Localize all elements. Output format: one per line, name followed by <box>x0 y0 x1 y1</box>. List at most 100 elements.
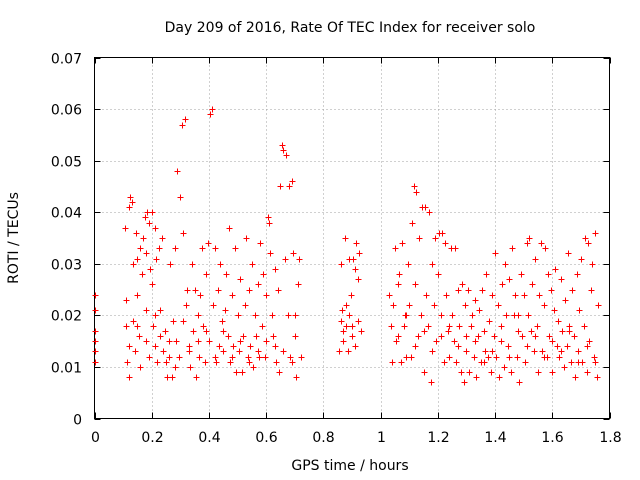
data-point <box>350 256 357 263</box>
data-point <box>279 142 286 149</box>
data-point <box>130 318 137 325</box>
data-point <box>455 343 462 350</box>
x-tick-label: 1.8 <box>599 430 621 446</box>
y-tick-label: 0.02 <box>51 309 82 325</box>
data-point <box>199 245 206 252</box>
y-tick-label: 0.03 <box>51 258 82 274</box>
data-point <box>435 271 442 278</box>
data-point <box>526 235 533 242</box>
data-point <box>403 312 410 319</box>
data-point <box>237 276 244 283</box>
data-point <box>476 307 483 314</box>
data-point <box>240 333 247 340</box>
data-point <box>123 323 130 330</box>
data-point <box>548 287 555 294</box>
data-point <box>542 245 549 252</box>
data-point <box>193 374 200 381</box>
data-point <box>127 194 134 201</box>
data-point <box>549 369 556 376</box>
data-point <box>216 343 223 350</box>
data-point <box>182 116 189 123</box>
data-point <box>569 287 576 294</box>
data-point <box>275 287 282 294</box>
data-point <box>432 235 439 242</box>
data-point <box>277 183 284 190</box>
data-point <box>252 312 259 319</box>
data-point <box>449 312 456 319</box>
data-point <box>595 302 602 309</box>
data-point <box>495 302 502 309</box>
data-point <box>146 220 153 227</box>
data-point <box>345 348 352 355</box>
data-point <box>192 287 199 294</box>
data-point <box>472 297 479 304</box>
data-point <box>499 281 506 288</box>
data-point <box>162 328 169 335</box>
data-point <box>433 338 440 345</box>
data-point <box>219 318 226 325</box>
x-tick-label: 1.2 <box>427 430 449 446</box>
data-point <box>207 111 214 118</box>
data-point <box>169 374 176 381</box>
data-point <box>471 354 478 361</box>
data-point <box>558 348 565 355</box>
data-point <box>222 307 229 314</box>
data-point <box>136 333 143 340</box>
data-point <box>233 369 240 376</box>
data-point <box>256 354 263 361</box>
data-point <box>220 328 227 335</box>
data-point <box>213 359 220 366</box>
data-point <box>575 348 582 355</box>
data-point <box>446 323 453 330</box>
data-point <box>498 338 505 345</box>
data-point <box>492 250 499 257</box>
data-point <box>235 312 242 319</box>
data-point <box>190 328 197 335</box>
data-point <box>562 297 569 304</box>
data-point <box>179 122 186 129</box>
data-point <box>212 354 219 361</box>
data-point <box>581 323 588 330</box>
data-point <box>519 333 526 340</box>
data-point <box>532 333 539 340</box>
data-point <box>295 281 302 288</box>
data-point <box>552 266 559 273</box>
data-point <box>429 261 436 268</box>
data-point <box>522 359 529 366</box>
data-point <box>431 302 438 309</box>
data-point <box>92 307 99 314</box>
data-point <box>352 266 359 273</box>
data-point <box>446 354 453 361</box>
data-point <box>146 354 153 361</box>
data-point <box>156 245 163 252</box>
data-point <box>280 147 287 154</box>
data-point <box>152 312 159 319</box>
x-tick-label: 0.6 <box>255 430 277 446</box>
data-point <box>575 359 582 366</box>
data-point <box>392 245 399 252</box>
data-point <box>459 281 466 288</box>
data-point <box>586 338 593 345</box>
x-tick-labels: 0 0.2 0.4 0.6 0.8 1 1.2 1.4 1.6 1.8 <box>91 430 622 446</box>
data-point <box>488 369 495 376</box>
data-point <box>453 359 460 366</box>
data-point <box>249 261 256 268</box>
data-point <box>502 261 509 268</box>
data-point <box>137 245 144 252</box>
data-point <box>578 256 585 263</box>
data-point <box>462 302 469 309</box>
data-point <box>515 328 522 335</box>
data-point <box>423 292 430 299</box>
data-point <box>152 225 159 232</box>
data-point <box>353 240 360 247</box>
data-point <box>452 245 459 252</box>
data-point <box>572 374 579 381</box>
data-point <box>154 359 161 366</box>
data-point <box>559 328 566 335</box>
data-point <box>215 287 222 294</box>
data-point <box>246 287 253 294</box>
data-point <box>524 343 531 350</box>
data-point <box>142 214 149 221</box>
y-tick-label: 0.01 <box>51 361 82 377</box>
data-point <box>521 292 528 299</box>
